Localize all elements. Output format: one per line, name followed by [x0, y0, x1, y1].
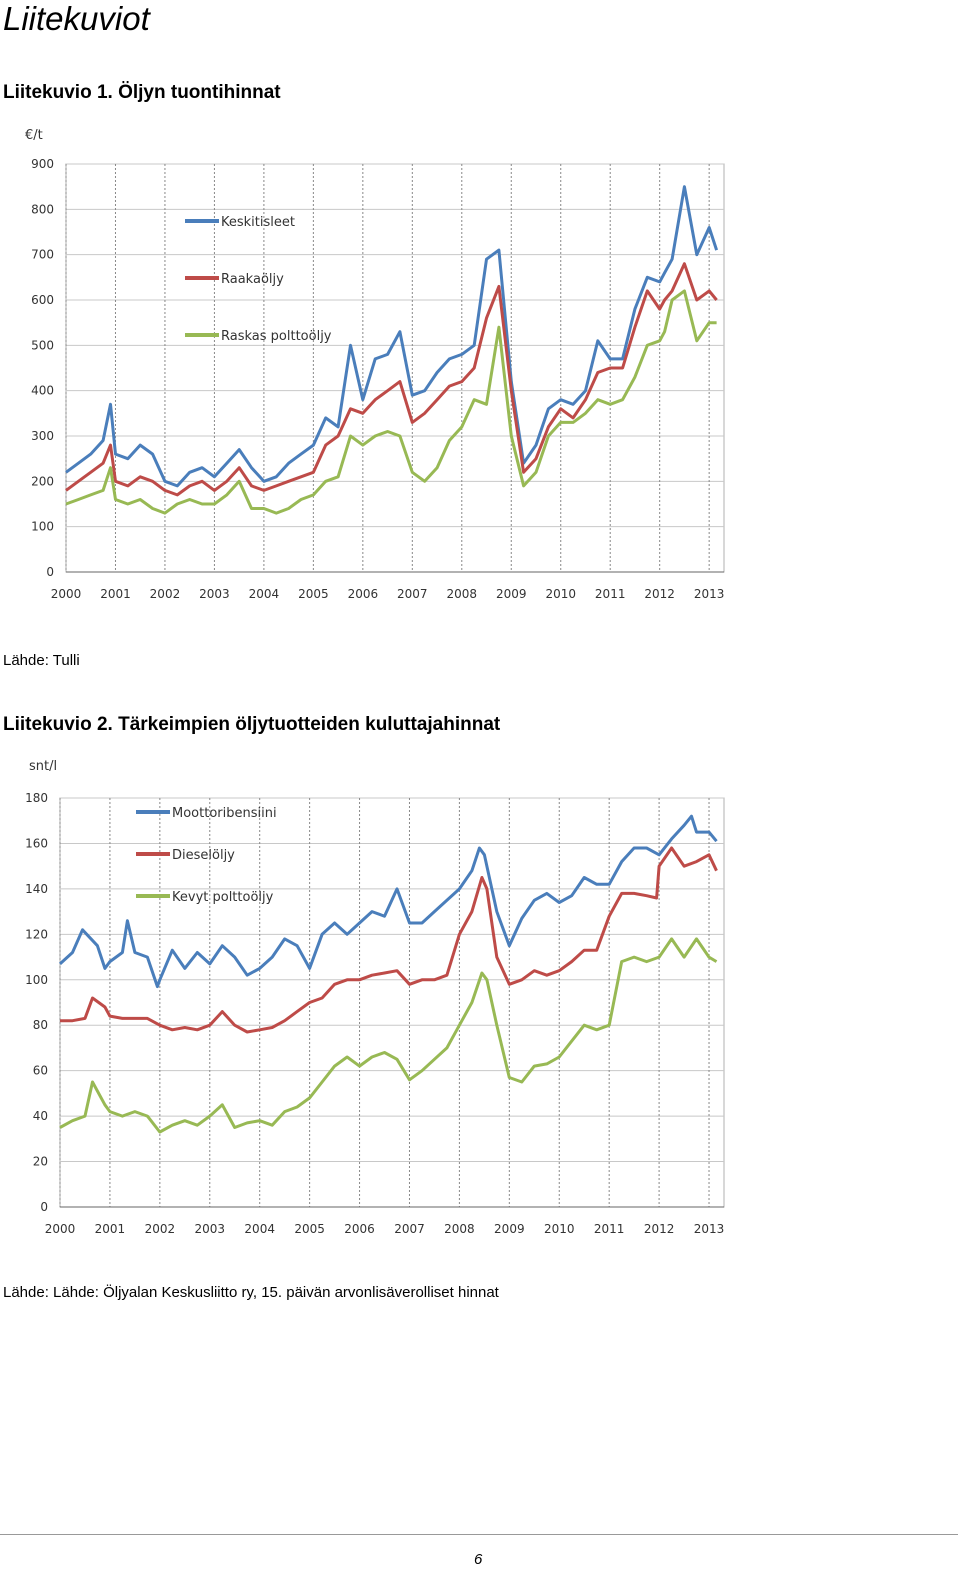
y-tick-label: 100	[25, 973, 48, 987]
x-tick-label: 2007	[394, 1222, 425, 1236]
x-tick-label: 2007	[397, 587, 428, 601]
x-tick-label: 2004	[244, 1222, 275, 1236]
x-tick-label: 2006	[344, 1222, 375, 1236]
x-tick-label: 2003	[199, 587, 230, 601]
footer-rule	[0, 1534, 958, 1535]
import-price-chart: 0 100 200 300 400 500 600 700 800 900 2000 2001 2002…	[25, 128, 725, 601]
figure-2-source: Lähde: Lähde: Öljyalan Keskusliitto ry, …	[3, 1284, 499, 1301]
x-tick-label: 2009	[496, 587, 527, 601]
x-tick-label: 2013	[694, 1222, 725, 1236]
x-tick-label: 2011	[595, 587, 626, 601]
x-tick-label: 2005	[294, 1222, 325, 1236]
y-tick-label: 500	[31, 338, 54, 352]
legend-label: Moottoribensiini	[172, 806, 277, 821]
x-tick-label: 2000	[45, 1222, 76, 1236]
series-line	[65, 289, 717, 515]
y-tick-label: 120	[25, 927, 48, 941]
consumer-price-chart: 0 20 40 60 80 100 120 140 160 180 2000 2001 2002 2003…	[25, 759, 725, 1236]
figure-1-source: Lähde: Tulli	[3, 652, 80, 669]
y-tick-label: 60	[33, 1064, 48, 1078]
y-tick-label: 900	[31, 157, 54, 171]
series-line	[60, 846, 718, 1034]
x-tick-label: 2002	[150, 587, 181, 601]
series-line	[65, 185, 719, 488]
y-tick-label: 180	[25, 791, 48, 805]
x-tick-label: 2012	[644, 1222, 675, 1236]
x-tick-label: 2010	[545, 587, 576, 601]
legend-label: Raakaöljy	[221, 272, 284, 287]
y-tick-label: 400	[31, 384, 54, 398]
y-tick-label: 600	[31, 293, 54, 307]
x-tick-label: 2001	[95, 1222, 126, 1236]
y-tick-label: 40	[33, 1109, 48, 1123]
y-axis-unit: €/t	[25, 128, 43, 143]
series-line	[59, 937, 718, 1134]
x-tick-label: 2002	[145, 1222, 176, 1236]
y-tick-label: 200	[31, 474, 54, 488]
x-tick-label: 2009	[494, 1222, 525, 1236]
y-axis-unit: snt/l	[29, 759, 57, 774]
x-tick-label: 2010	[544, 1222, 575, 1236]
y-tick-label: 0	[40, 1200, 48, 1214]
figure-1-title: Liitekuvio 1. Öljyn tuontihinnat	[3, 82, 281, 103]
page-number: 6	[474, 1551, 483, 1568]
y-tick-label: 700	[31, 248, 54, 262]
y-tick-label: 800	[31, 202, 54, 216]
x-tick-label: 2008	[447, 587, 478, 601]
legend-label: Kevyt polttoöljy	[172, 890, 274, 905]
legend-label: Dieselöljy	[172, 848, 235, 863]
series-line	[58, 814, 718, 989]
x-tick-label: 2001	[100, 587, 131, 601]
y-tick-label: 100	[31, 520, 54, 534]
x-tick-label: 2008	[444, 1222, 475, 1236]
x-tick-label: 2005	[298, 587, 329, 601]
x-tick-label: 2013	[694, 587, 725, 601]
y-tick-label: 0	[46, 565, 54, 579]
series-line	[65, 262, 718, 497]
x-tick-label: 2004	[249, 587, 280, 601]
y-tick-label: 300	[31, 429, 54, 443]
figure-2-title: Liitekuvio 2. Tärkeimpien öljytuotteiden…	[3, 714, 501, 735]
y-tick-label: 160	[25, 836, 48, 850]
y-tick-label: 140	[25, 882, 48, 896]
x-tick-label: 2003	[195, 1222, 226, 1236]
x-tick-label: 2011	[594, 1222, 625, 1236]
y-tick-label: 80	[33, 1018, 48, 1032]
x-tick-label: 2006	[348, 587, 379, 601]
legend-label: Keskitisleet	[221, 215, 295, 230]
legend-label: Raskas polttoöljy	[221, 329, 332, 344]
y-tick-label: 20	[33, 1155, 48, 1169]
x-tick-label: 2000	[51, 587, 82, 601]
page-title: Liitekuviot	[3, 0, 150, 37]
x-tick-label: 2012	[644, 587, 675, 601]
